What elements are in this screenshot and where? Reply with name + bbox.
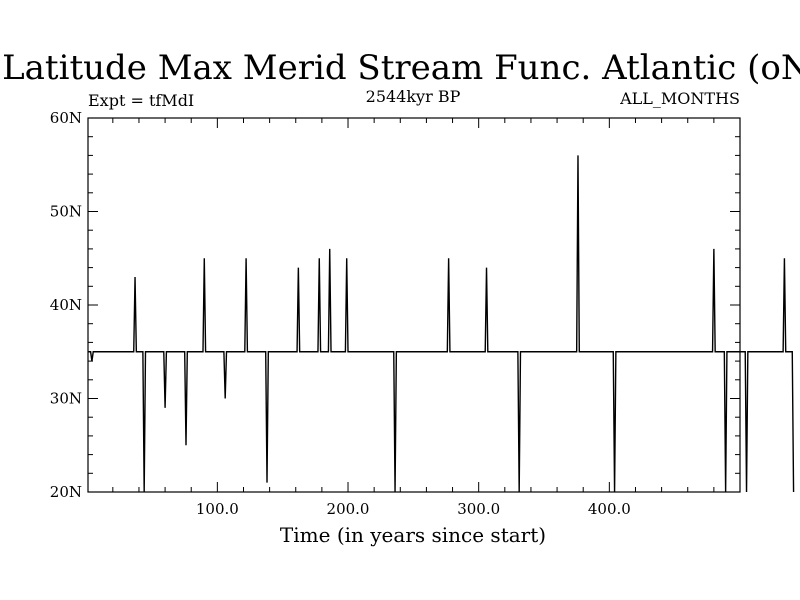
x-tick-label: 200.0 bbox=[327, 500, 370, 518]
y-tick-label: 40N bbox=[50, 296, 82, 314]
months-label: ALL_MONTHS bbox=[619, 89, 740, 108]
plot-area bbox=[88, 155, 795, 493]
axis-tick-labels: 20N 30N 40N 50N 60N 100.0 200.0 300.0 400.0 bbox=[50, 109, 631, 518]
y-tick-label: 50N bbox=[50, 203, 82, 221]
axis-ticks bbox=[88, 117, 740, 493]
x-tick-label: 300.0 bbox=[457, 500, 500, 518]
y-tick-label: 60N bbox=[50, 109, 82, 127]
y-tick-label: 20N bbox=[50, 483, 82, 501]
x-tick-label: 100.0 bbox=[196, 500, 239, 518]
x-axis-label: Time (in years since start) bbox=[280, 523, 546, 547]
plot-frame bbox=[87, 117, 741, 493]
y-tick-label: 30N bbox=[50, 390, 82, 408]
x-tick-label: 400.0 bbox=[588, 500, 631, 518]
experiment-label: Expt = tfMdI bbox=[88, 91, 194, 110]
series-line-0 bbox=[88, 155, 795, 493]
chart-title: Latitude Max Merid Stream Func. Atlantic… bbox=[2, 48, 800, 88]
time-period-label: 2544kyr BP bbox=[366, 87, 461, 106]
